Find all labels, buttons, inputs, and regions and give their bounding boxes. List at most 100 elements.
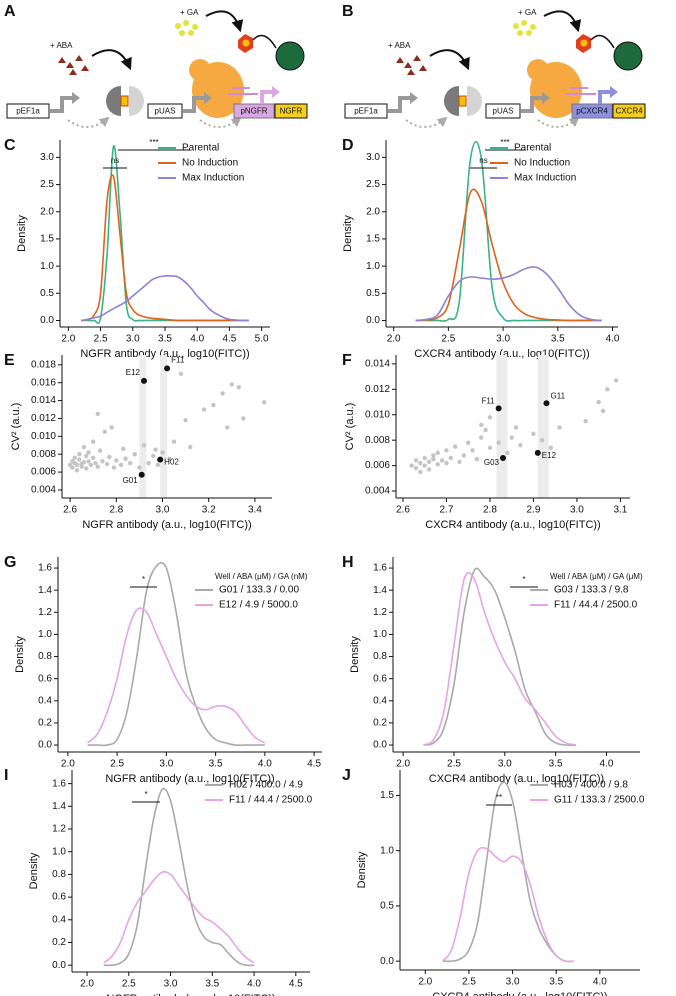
x-tick-label: 3.0 bbox=[498, 759, 512, 770]
y-tick-label: 1.6 bbox=[38, 563, 52, 574]
scatter-point bbox=[418, 469, 423, 475]
density-curve bbox=[442, 781, 574, 963]
dotted-arrow bbox=[405, 116, 448, 128]
y-tick-label: 1.0 bbox=[52, 846, 66, 857]
y-tick-label: 0.8 bbox=[38, 651, 52, 662]
significance-label: ** bbox=[496, 793, 502, 802]
highlight-band bbox=[537, 355, 549, 498]
highlight-band bbox=[139, 355, 147, 498]
dotted-arrow bbox=[199, 116, 242, 128]
x-tick-label: 2.7 bbox=[440, 505, 454, 516]
y-tick-label: 0.014 bbox=[31, 395, 56, 406]
x-tick-label: 2.9 bbox=[526, 505, 540, 516]
y-tick-label: 0.8 bbox=[373, 651, 387, 662]
promoter-box bbox=[233, 103, 275, 119]
x-tick-label: 2.0 bbox=[396, 759, 410, 770]
x-tick-label: 2.0 bbox=[80, 979, 94, 990]
x-tick-label: 2.0 bbox=[61, 759, 75, 770]
scatter-point bbox=[483, 427, 488, 433]
scatter-point bbox=[496, 440, 501, 445]
density-curve bbox=[103, 787, 255, 967]
y-tick-label: 1.0 bbox=[38, 629, 52, 640]
scatter-point bbox=[90, 455, 96, 460]
x-tick-label: 3.0 bbox=[496, 334, 510, 345]
x-axis-label: NGFR antibody (a.u., log10(FITC)) bbox=[80, 348, 249, 360]
legend-title: Well / ABA (μM) / GA (μM) bbox=[550, 572, 643, 581]
legend-label: G01 / 133.3 / 0.00 bbox=[219, 585, 299, 596]
scatter-point bbox=[118, 462, 124, 468]
significance-label: * bbox=[142, 575, 145, 584]
y-tick-label: 0.004 bbox=[31, 485, 56, 496]
density-curve bbox=[423, 572, 577, 746]
ga-molecule bbox=[179, 30, 185, 36]
y-tick-label: 1.0 bbox=[366, 261, 380, 272]
x-tick-label: 3.0 bbox=[506, 977, 520, 988]
scatter-point bbox=[107, 454, 112, 460]
gene-label: CXCR4 bbox=[615, 107, 643, 116]
scatter-point bbox=[79, 464, 84, 469]
point-label: F11 bbox=[171, 356, 185, 365]
y-tick-label: 1.5 bbox=[380, 790, 394, 801]
panel-label: E bbox=[4, 352, 15, 369]
legend-label: F11 / 44.4 / 2500.0 bbox=[554, 600, 638, 611]
scatter-point bbox=[160, 450, 165, 455]
effector bbox=[275, 41, 305, 71]
y-tick-label: 2.5 bbox=[40, 179, 54, 190]
x-tick-label: 2.5 bbox=[122, 979, 136, 990]
ga-molecule bbox=[192, 24, 198, 30]
aba-molecule bbox=[58, 57, 66, 63]
protein-half bbox=[129, 86, 144, 116]
y-tick-label: 0.0 bbox=[38, 740, 52, 751]
significance-label: * bbox=[522, 575, 525, 584]
scatter-point bbox=[90, 439, 96, 444]
aba-molecule bbox=[69, 69, 77, 75]
density-curve bbox=[415, 266, 602, 322]
scatter-point bbox=[461, 453, 467, 458]
y-tick-label: 0.010 bbox=[365, 409, 390, 420]
y-tick-label: 0.012 bbox=[365, 384, 390, 395]
density-curve bbox=[87, 607, 266, 744]
y-tick-label: 0.5 bbox=[366, 288, 380, 299]
promoter-label: pUAS bbox=[493, 107, 514, 116]
scatter-point bbox=[114, 458, 119, 463]
scatter-point bbox=[557, 425, 562, 430]
scatter-point bbox=[487, 415, 493, 420]
scatter-point bbox=[211, 402, 216, 408]
density-curve bbox=[103, 870, 255, 964]
x-tick-label: 5.0 bbox=[255, 334, 269, 345]
scatter-point bbox=[141, 443, 147, 448]
y-axis-label: Density bbox=[16, 215, 28, 252]
scatter-point bbox=[183, 418, 188, 423]
x-tick-label: 2.8 bbox=[483, 505, 497, 516]
y-axis-label: CV² (a.u.) bbox=[10, 403, 22, 451]
guide-rna bbox=[228, 87, 258, 95]
y-tick-label: 0.8 bbox=[52, 869, 66, 880]
x-tick-label: 3.5 bbox=[551, 334, 565, 345]
legend-label: No Induction bbox=[182, 158, 238, 169]
highlight-point bbox=[157, 456, 164, 463]
x-tick-label: 2.6 bbox=[63, 505, 77, 516]
x-tick-label: 3.0 bbox=[570, 505, 584, 516]
y-tick-label: 0.5 bbox=[380, 901, 394, 912]
significance-label: ns bbox=[479, 156, 487, 165]
aba-molecule bbox=[66, 62, 74, 68]
scatter-point bbox=[513, 425, 519, 430]
y-axis-label: Density bbox=[356, 851, 368, 888]
y-tick-label: 1.2 bbox=[52, 824, 66, 835]
scatter-point bbox=[77, 457, 82, 462]
promoter-label: pNGFR bbox=[240, 107, 267, 116]
density-curve bbox=[87, 561, 265, 747]
arrow bbox=[429, 49, 470, 71]
significance-label: ns bbox=[111, 156, 119, 165]
x-tick-label: 4.0 bbox=[593, 977, 607, 988]
promoter-arrow bbox=[388, 96, 410, 113]
aba-molecule bbox=[404, 62, 412, 68]
legend-label: Max Induction bbox=[182, 173, 244, 184]
scatter-point bbox=[422, 455, 427, 461]
scatter-point bbox=[509, 435, 514, 440]
ga-molecule bbox=[513, 23, 519, 29]
legend-label: F11 / 44.4 / 2500.0 bbox=[229, 795, 313, 806]
y-tick-label: 1.0 bbox=[373, 629, 387, 640]
protein-body bbox=[189, 59, 211, 81]
